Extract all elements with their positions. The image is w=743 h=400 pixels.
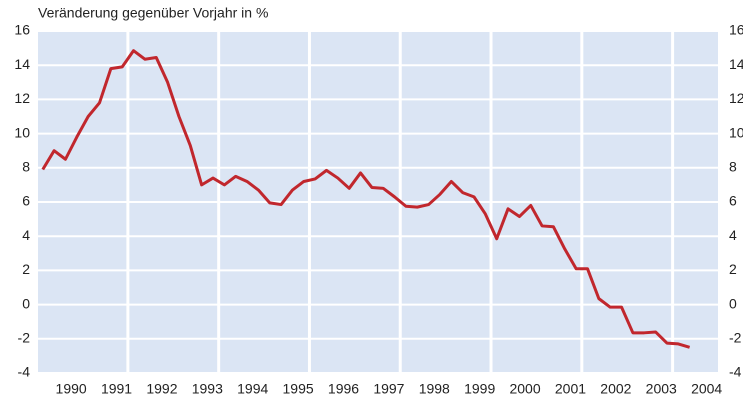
x-tick-label: 1999 <box>464 381 495 397</box>
y2-tick-label: 10 <box>729 124 743 140</box>
x-tick-label: 1993 <box>192 381 223 397</box>
x-tick-label: 1990 <box>56 381 87 397</box>
y2-tick-label: 0 <box>729 295 737 311</box>
y2-tick-label: 6 <box>729 193 737 209</box>
y-tick-label: 0 <box>22 295 30 311</box>
y2-tick-label: 2 <box>729 261 737 277</box>
y-tick-label: -4 <box>18 364 31 380</box>
x-tick-label: 2002 <box>600 381 631 397</box>
x-tick-label: 1998 <box>419 381 450 397</box>
x-tick-label: 1994 <box>237 381 268 397</box>
y-tick-label: 8 <box>22 159 30 175</box>
y-tick-label: 2 <box>22 261 30 277</box>
x-tick-label: 2001 <box>555 381 586 397</box>
x-tick-label: 2004 <box>691 381 722 397</box>
x-tick-label: 1991 <box>101 381 132 397</box>
line <box>41 49 691 349</box>
y2-tick-label: 12 <box>729 90 743 106</box>
y2-tick-label: -2 <box>729 330 742 346</box>
y-tick-label: 12 <box>14 90 30 106</box>
x-tick-label: 2000 <box>509 381 540 397</box>
y2-tick-label: 8 <box>729 159 737 175</box>
y-tick-label: 16 <box>14 22 30 38</box>
y2-tick-label: 14 <box>729 56 743 72</box>
x-tick-label: 1992 <box>146 381 177 397</box>
y2-tick-label: 4 <box>729 227 737 243</box>
y-tick-label: 10 <box>14 124 30 140</box>
y2-tick-label: 16 <box>729 22 743 38</box>
y-tick-label: 6 <box>22 193 30 209</box>
chart-title: Veränderung gegenüber Vorjahr in % <box>38 5 268 21</box>
x-tick-label: 2003 <box>646 381 677 397</box>
y-tick-label: 14 <box>14 56 30 72</box>
y2-tick-label: -4 <box>729 364 742 380</box>
x-tick-label: 1995 <box>283 381 314 397</box>
x-tick-label: 1996 <box>328 381 359 397</box>
y-tick-label: 4 <box>22 227 30 243</box>
y-tick-label: -2 <box>18 330 31 346</box>
x-tick-label: 1997 <box>373 381 404 397</box>
